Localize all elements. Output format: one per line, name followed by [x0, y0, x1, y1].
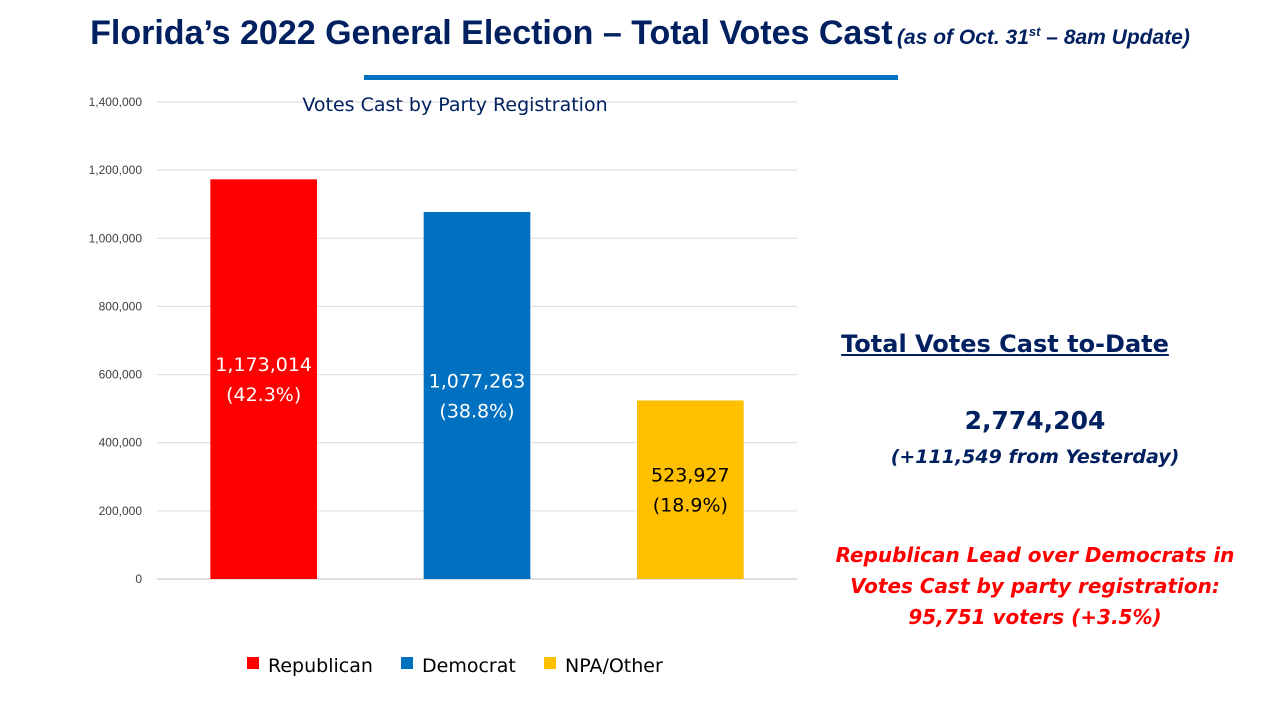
- summary-change: (+111,549 from Yesterday): [890, 446, 1180, 468]
- summary-lead: Republican Lead over Democrats in Votes …: [820, 540, 1250, 633]
- chart-title: Votes Cast by Party Registration: [302, 94, 607, 116]
- bar-value-label: 1,077,263: [429, 370, 526, 392]
- bar-npa-other: [637, 400, 744, 579]
- summary-lead-line-3: 95,751 voters (+3.5%): [908, 605, 1162, 629]
- y-tick-label: 400,000: [99, 436, 143, 450]
- bar-democrat: [423, 211, 531, 579]
- legend-swatch: [247, 657, 259, 669]
- legend-label: NPA/Other: [565, 655, 663, 677]
- title-main: Florida’s 2022 General Election – Total …: [90, 14, 893, 52]
- title-underline: [364, 75, 898, 80]
- y-tick-label: 1,400,000: [89, 95, 143, 109]
- bar-percent-label: (18.9%): [653, 495, 728, 517]
- bar-value-label: 523,927: [651, 465, 730, 487]
- y-tick-label: 1,200,000: [89, 163, 143, 177]
- legend-swatch: [544, 657, 556, 669]
- summary-total: 2,774,204: [964, 406, 1106, 435]
- y-tick-label: 0: [135, 572, 142, 586]
- y-tick-label: 600,000: [99, 368, 143, 382]
- bar-percent-label: (38.8%): [439, 400, 514, 422]
- legend-label: Republican: [268, 655, 373, 677]
- legend-label: Democrat: [422, 655, 516, 677]
- y-tick-label: 1,000,000: [89, 231, 143, 245]
- title-subtitle: (as of Oct. 31st – 8am Update): [897, 24, 1190, 49]
- bar-republican: [210, 179, 317, 579]
- y-tick-label: 200,000: [99, 504, 143, 518]
- summary-lead-line-2: Votes Cast by party registration:: [850, 574, 1220, 598]
- page-title: Florida’s 2022 General Election – Total …: [0, 14, 1280, 53]
- bar-percent-label: (42.3%): [226, 384, 301, 406]
- legend-swatch: [401, 657, 413, 669]
- summary-heading: Total Votes Cast to-Date: [841, 330, 1169, 358]
- bar-value-label: 1,173,014: [215, 354, 312, 376]
- y-tick-label: 800,000: [99, 299, 143, 313]
- summary-lead-line-1: Republican Lead over Democrats in: [835, 543, 1235, 567]
